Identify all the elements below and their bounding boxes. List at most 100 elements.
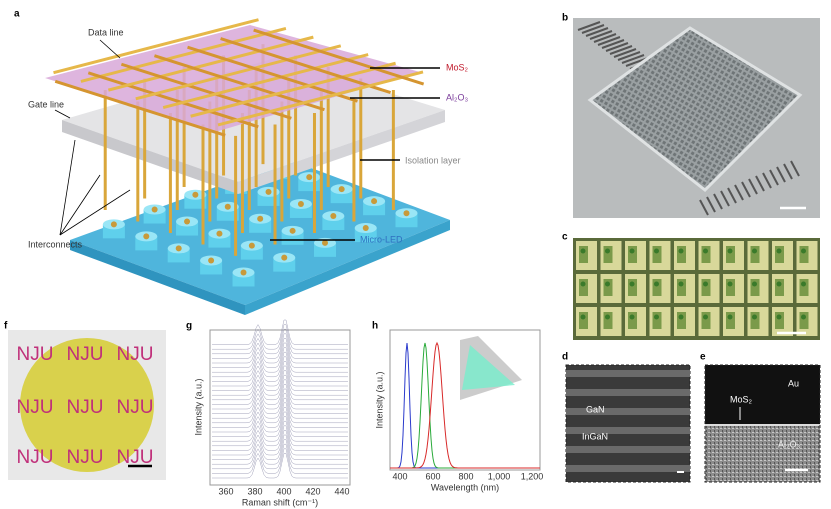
pad [769,169,779,186]
spectrum [212,361,348,387]
gate-line [153,54,325,112]
spectrum [212,407,348,433]
panel-label: h [372,321,378,332]
led-contact [265,188,272,195]
led-contact [248,242,255,249]
pad [577,21,601,31]
spectrum [212,352,348,377]
cell-led [678,248,684,254]
spectrum [212,342,348,368]
panel-label: f [4,321,8,332]
el-spectra [390,341,540,469]
al2o3-label: Al₂O₃ [446,92,468,102]
cell-led [727,281,733,287]
cell-mesa [652,312,662,329]
pad [755,175,765,192]
panel-label: a [14,9,20,20]
spectrum [212,324,348,350]
contact-pads [577,21,800,216]
cell-led [776,281,782,287]
stripe [566,427,690,434]
spectrum [212,329,348,354]
cell-mesa [775,279,784,296]
frame [704,364,821,483]
x-tick-label: 360 [218,486,233,496]
panel-h: h Intensity (a.u.) Wavelength (nm) 400 60… [372,321,543,493]
cell-mesa [799,279,809,296]
led-contact [151,206,158,213]
led-contact [338,186,345,193]
spectrum [212,388,348,414]
pad [720,190,730,207]
led-contact [289,227,296,234]
cell-led [703,314,708,320]
cell-led [629,281,635,287]
led-contact [371,198,378,205]
cell-mesa [726,312,735,329]
cell-mesa [628,312,637,329]
y-axis-label: Intensity (a.u.) [193,378,203,435]
gate-line [253,28,425,86]
gate-line-label: Gate line [28,99,64,109]
cell-mesa [603,312,613,329]
stripe [566,465,690,472]
cell-mesa [799,312,809,329]
led-contact [240,269,247,276]
cell-led [605,281,610,287]
cell-led [801,314,806,320]
pad [734,184,744,201]
pad [621,54,645,64]
plot-frame [389,329,541,471]
base-side [245,220,450,315]
pad [748,178,758,195]
cell-mesa [579,312,588,329]
pad [776,166,786,183]
pad [783,163,793,180]
cell-led [752,314,757,320]
x-tick-label: 1,200 [521,471,544,481]
logo: NJU [17,344,54,365]
spectrum [212,375,348,400]
x-ticks: 360 380 400 420 440 [218,486,349,496]
panel-a: a Data line Gate line Interconnects MoS₂… [14,9,469,315]
cell-led [703,248,708,254]
led-contact [143,233,150,240]
cell-led [580,314,586,320]
led-contact [192,191,199,198]
cell-mesa [652,279,662,296]
raman-spectra [212,319,348,479]
led-contact [281,254,288,261]
gate-line [187,45,358,103]
data-line [190,61,396,118]
led-contact [330,213,337,219]
pad [706,196,716,213]
cell-mesa [701,312,711,329]
logos: NJU NJU NJU NJU NJU NJU NJU NJU NJU [17,344,154,468]
led-contact [224,203,231,210]
x-axis-label: Wavelength (nm) [431,482,499,492]
cell-led [678,314,684,320]
spectrum [212,379,348,405]
gate-line [54,79,226,137]
gate-line [220,37,392,95]
pad [581,24,605,34]
cell-led [801,248,806,254]
pad [699,199,709,216]
cell-mesa [579,279,588,296]
gate-line [120,62,292,120]
panel-g: g Intensity (a.u.) Raman shift (cm⁻¹) 36… [186,319,351,507]
cell-led [654,248,659,254]
logo: NJU [67,344,104,365]
spectrum [212,384,348,410]
led-contact [110,221,117,228]
y-axis-label: Intensity (a.u.) [374,371,384,428]
led-contact [257,215,264,222]
led-contact [208,257,215,264]
x-tick-label: 800 [458,471,473,481]
cell-mesa [750,279,760,296]
cell-mesa [726,246,735,263]
micro-led-label: Micro-LED [360,234,403,244]
cell-mesa [628,279,637,296]
spectrum [212,416,348,442]
